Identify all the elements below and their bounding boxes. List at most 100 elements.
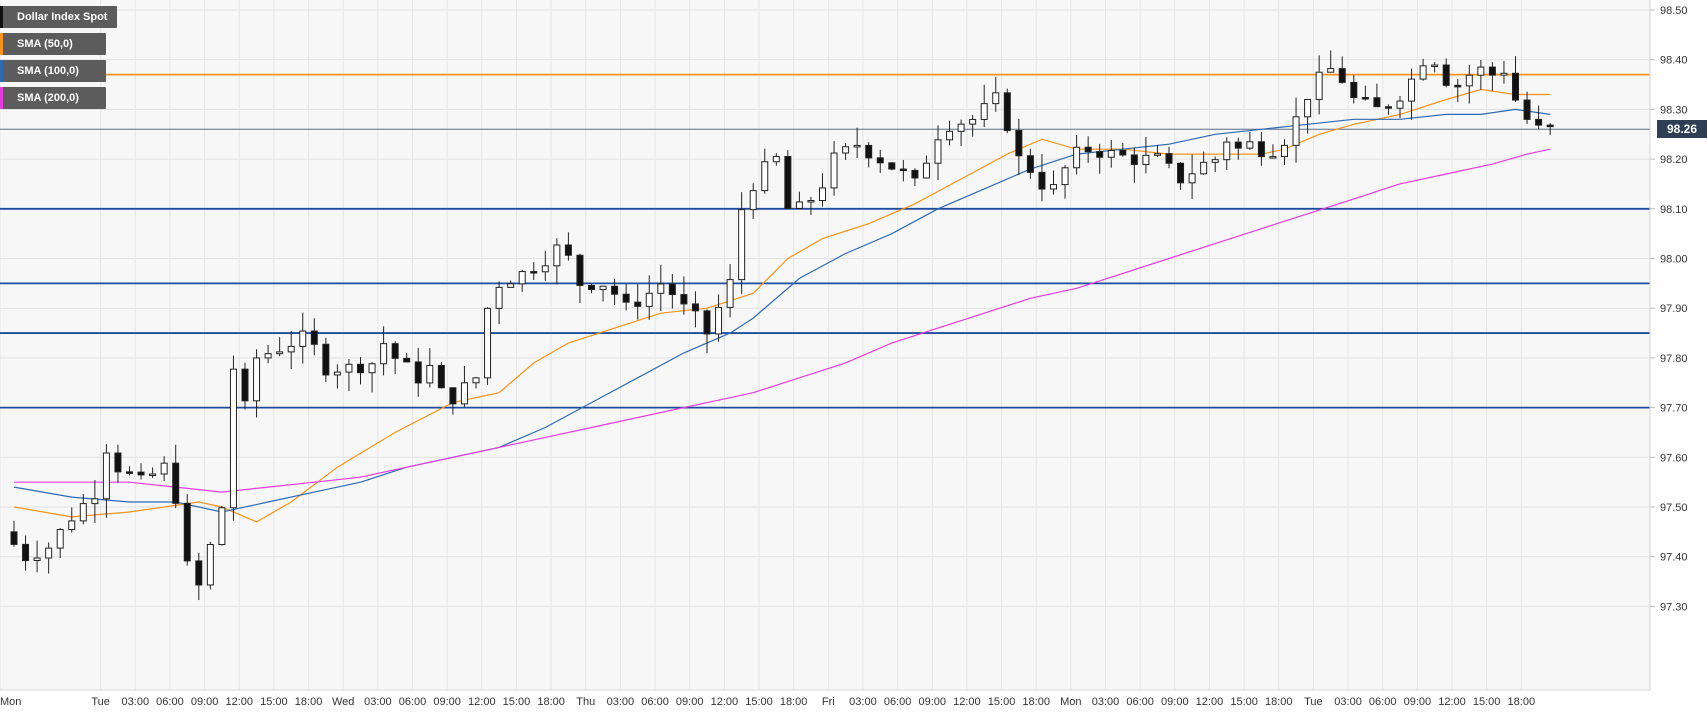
candle-body: [1419, 65, 1427, 80]
x-tick-label: 12:00: [711, 696, 739, 708]
x-tick-label: Wed: [332, 696, 354, 708]
x-tick-label: 12:00: [1196, 696, 1224, 708]
y-tick-label: 98.40: [1660, 55, 1688, 67]
x-tick-labels: Mon Tue 03:00 06:00 09:00 12:00 15:00 18:00 Wed 0…: [0, 696, 1535, 708]
candle-body: [10, 531, 18, 545]
candle-body: [1223, 141, 1231, 161]
candle-body: [426, 364, 434, 384]
legend-swatch-sma50: [0, 33, 3, 55]
x-tick-label: 03:00: [849, 696, 877, 708]
candle-body: [1292, 116, 1300, 146]
y-tick-label: 98.50: [1660, 5, 1688, 17]
candle-body: [1050, 184, 1057, 190]
x-tick-label: Thu: [576, 696, 595, 708]
candle-body: [715, 306, 723, 335]
candle-body: [299, 330, 307, 347]
x-tick-label: 12:00: [225, 696, 253, 708]
candle-body: [380, 343, 388, 365]
candle-body: [1246, 141, 1254, 149]
candle-body: [934, 139, 942, 164]
candle-body: [345, 363, 353, 373]
x-tick-label: 03:00: [1092, 696, 1120, 708]
legend: Dollar Index Spot SMA (50,0) SMA (100,0)…: [0, 6, 118, 114]
candle-body: [634, 301, 642, 307]
candle-body: [1408, 78, 1416, 102]
legend-label-sma100: SMA (100,0): [17, 65, 79, 77]
candle-body: [1512, 72, 1519, 101]
candle-body: [1361, 97, 1369, 100]
candle-body: [899, 168, 907, 172]
candle-body: [645, 292, 653, 307]
candle-body: [449, 387, 457, 405]
candle-body: [391, 343, 399, 359]
candle-body: [749, 190, 757, 211]
candle-body: [622, 293, 630, 303]
x-tick-label: 06:00: [1126, 696, 1154, 708]
candle-body: [322, 343, 330, 376]
candle-body: [1107, 150, 1115, 158]
candle-body: [229, 368, 237, 509]
candle-body: [357, 363, 364, 374]
candle-body: [368, 363, 376, 374]
candle-body: [507, 283, 515, 288]
candle-body: [888, 162, 896, 170]
candle-body: [310, 330, 318, 345]
candle-body: [784, 155, 792, 209]
candle-body: [703, 310, 711, 335]
candle-body: [45, 547, 53, 559]
candle-body: [530, 271, 538, 274]
candle-body: [842, 146, 850, 154]
candle-body: [865, 144, 873, 159]
candle-body: [114, 452, 122, 473]
candle-body: [1338, 68, 1346, 83]
x-tick-label: 03:00: [607, 696, 635, 708]
candle-body: [1488, 66, 1496, 76]
candle-body: [437, 364, 445, 389]
legend-item-sma50[interactable]: SMA (50,0): [0, 33, 106, 55]
legend-item-sma100[interactable]: SMA (100,0): [0, 60, 106, 82]
x-tick-label: 03:00: [364, 696, 392, 708]
sma-line: [13, 108, 1551, 513]
candle-body: [1234, 141, 1242, 149]
candle-body: [79, 503, 87, 522]
candle-body: [276, 351, 284, 355]
horizontal-levels: [0, 73, 1650, 409]
y-tick-label: 97.40: [1660, 552, 1688, 564]
candle-body: [819, 187, 826, 202]
y-tick-label: 98.10: [1660, 204, 1688, 216]
y-tick-label: 97.60: [1660, 452, 1688, 464]
candle-body: [1003, 92, 1011, 131]
candle-body: [1061, 167, 1069, 186]
candle-body: [957, 123, 965, 132]
x-tick-label: 15:00: [988, 696, 1016, 708]
candle-body: [68, 520, 76, 531]
candle-body: [657, 283, 665, 294]
candle-body: [830, 152, 838, 189]
candle-body: [264, 353, 272, 359]
candle-body: [576, 254, 584, 286]
legend-item-price[interactable]: Dollar Index Spot: [0, 6, 118, 28]
legend-item-sma200[interactable]: SMA (200,0): [0, 87, 106, 109]
y-tick-label: 98.30: [1660, 104, 1688, 116]
x-tick-label: 09:00: [191, 696, 219, 708]
x-tick-label: 06:00: [641, 696, 669, 708]
y-tick-label: 97.30: [1660, 601, 1688, 613]
candle-body: [876, 157, 884, 164]
candle-body: [1500, 72, 1508, 76]
candle-body: [611, 285, 619, 295]
candle-body: [1096, 151, 1104, 158]
candle-body: [484, 307, 492, 379]
x-tick-label: Tue: [1304, 696, 1323, 708]
candle-body: [460, 382, 468, 405]
x-tick-label: 12:00: [1438, 696, 1466, 708]
candle-body: [1142, 154, 1150, 165]
x-tick-label: 03:00: [122, 696, 150, 708]
x-tick-label: 15:00: [503, 696, 531, 708]
candle-body: [472, 377, 480, 384]
sma-line: [13, 88, 1551, 523]
candle-body: [183, 502, 191, 562]
candle-body: [1477, 66, 1485, 76]
x-tick-label: 12:00: [953, 696, 981, 708]
legend-label-price: Dollar Index Spot: [17, 11, 108, 23]
